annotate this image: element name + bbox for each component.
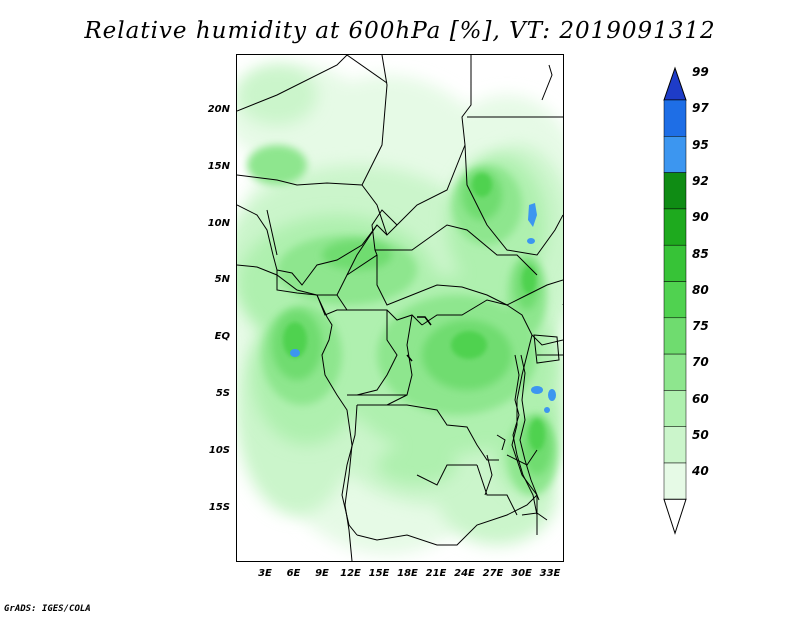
colorbar-bottom-arrow xyxy=(663,498,687,535)
colorbar-label: 90 xyxy=(692,210,709,225)
colorbar-label: 97 xyxy=(692,101,709,116)
lon-label: 27E xyxy=(482,568,504,579)
colorbar-label: 99 xyxy=(692,65,709,79)
colorbar-label: 85 xyxy=(692,246,709,261)
lon-label: 15E xyxy=(368,568,390,579)
colorbar-cell xyxy=(663,462,687,500)
colorbar-cell xyxy=(663,172,687,210)
colorbar-label: 92 xyxy=(692,173,709,188)
colorbar-cell xyxy=(663,99,687,137)
lon-label: 21E xyxy=(425,568,447,579)
lon-label: 18E xyxy=(397,568,418,579)
colorbar-cell xyxy=(663,244,687,282)
lat-label: EQ xyxy=(214,331,230,343)
lon-label: 9E xyxy=(315,568,329,579)
lat-label: 10S xyxy=(208,444,230,456)
lat-label: 15S xyxy=(208,501,230,513)
colorbar-label: 70 xyxy=(692,355,709,370)
colorbar-cell xyxy=(663,317,687,355)
lat-label: 5N xyxy=(214,274,230,286)
lat-label: 5S xyxy=(215,388,230,399)
lon-label: 6E xyxy=(286,568,301,579)
lat-label: 10N xyxy=(207,217,230,229)
colorbar-cell xyxy=(663,136,687,173)
country-borders xyxy=(237,55,563,561)
colorbar-label: 95 xyxy=(692,137,709,152)
map-plot-area xyxy=(236,54,564,562)
lon-label: 24E xyxy=(454,568,475,579)
colorbar-cell xyxy=(663,353,687,391)
chart-title: Relative humidity at 600hPa [%], VT: 201… xyxy=(84,18,716,44)
map-canvas xyxy=(237,55,563,561)
colorbar-cell xyxy=(663,390,687,427)
lat-label: 15N xyxy=(207,160,230,172)
colorbar xyxy=(663,66,687,535)
lon-label: 12E xyxy=(340,568,361,579)
lon-label: 33E xyxy=(539,568,561,579)
colorbar-label: 60 xyxy=(692,391,709,406)
colorbar-cell xyxy=(663,208,687,246)
colorbar-label: 40 xyxy=(692,464,709,479)
colorbar-label: 80 xyxy=(692,282,709,297)
colorbar-cells xyxy=(663,66,687,535)
lon-label: 30E xyxy=(511,568,532,579)
grads-credit: GrADS: IGES/COLA xyxy=(4,604,91,614)
colorbar-cell xyxy=(663,426,687,464)
lat-label: 20N xyxy=(207,104,230,115)
colorbar-label: 75 xyxy=(692,319,709,334)
colorbar-cell xyxy=(663,281,687,319)
lon-label: 3E xyxy=(258,568,272,579)
humidity-field-high xyxy=(290,203,556,413)
colorbar-label: 50 xyxy=(692,428,709,442)
colorbar-top-arrow xyxy=(663,66,687,101)
humidity-field-80-85 xyxy=(283,173,545,451)
